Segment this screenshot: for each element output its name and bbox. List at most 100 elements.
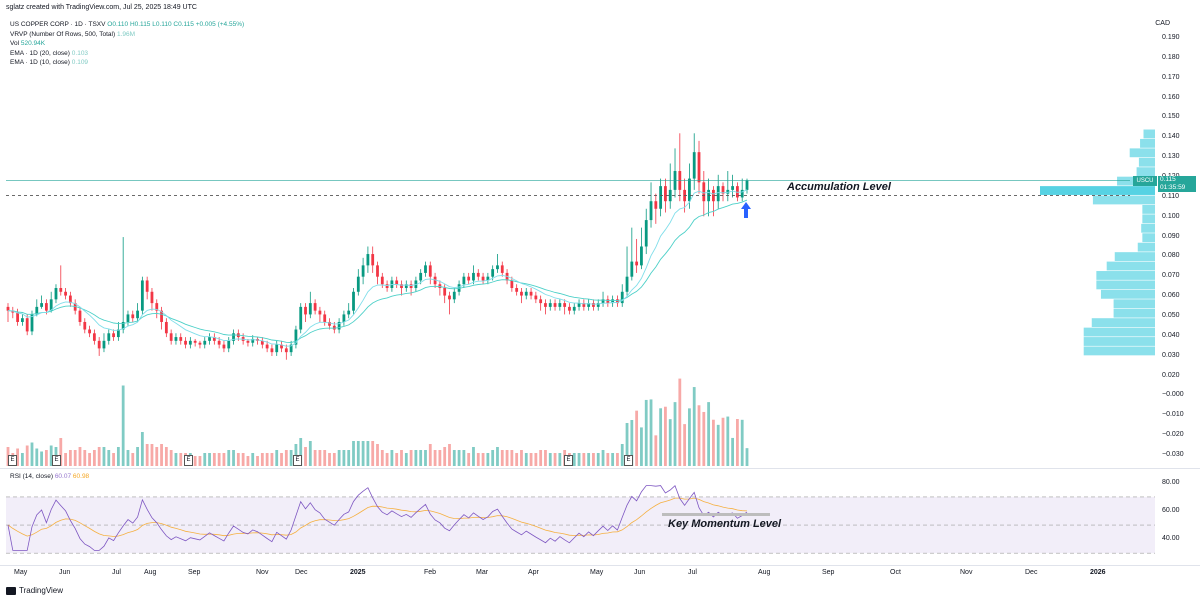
earnings-badge[interactable]: E	[293, 455, 302, 466]
rsi-legend[interactable]: RSI (14, close) 60.07 60.98	[10, 473, 89, 480]
candle-body	[150, 291, 154, 304]
candle-body	[59, 288, 63, 292]
volume-bar	[640, 427, 643, 466]
time-tick-label: Nov	[960, 569, 973, 576]
price-tick-label: 0.050	[1162, 312, 1180, 319]
candle-body	[563, 303, 567, 307]
candle-body	[385, 284, 389, 289]
candle-body	[174, 337, 178, 341]
earnings-badge[interactable]: E	[8, 455, 17, 466]
candle-body	[467, 276, 471, 281]
time-tick-label: Feb	[424, 569, 437, 576]
volume-bar	[328, 453, 331, 466]
candle-body	[534, 295, 538, 300]
candle-body	[188, 340, 192, 345]
legend-vrvp-row[interactable]: VRVP (Number Of Rows, 500, Total) 1.96M	[10, 30, 244, 40]
candle-body	[649, 201, 653, 221]
earnings-badge[interactable]: E	[624, 455, 633, 466]
volume-bar	[160, 444, 163, 466]
candle-body	[553, 303, 557, 307]
volume-bar	[64, 453, 67, 466]
candle-body	[721, 186, 725, 194]
volume-bar	[539, 450, 543, 466]
candle-body	[121, 321, 125, 330]
volume-bar	[587, 453, 591, 466]
candle-body	[328, 321, 331, 326]
candle-body	[145, 280, 149, 292]
volume-bar	[544, 450, 547, 466]
candle-body	[313, 303, 317, 311]
volume-bar	[169, 450, 173, 466]
volume-bar	[332, 453, 336, 466]
candle-body	[395, 280, 399, 285]
candle-body	[620, 291, 624, 304]
time-tick-label: 2026	[1090, 569, 1106, 576]
candle-body	[169, 333, 173, 341]
watermark-text: TradingView	[19, 586, 64, 595]
volume-bar	[217, 453, 221, 466]
legend-symbol-row[interactable]: US COPPER CORP · 1D · TSXV O0.110 H0.115…	[10, 20, 244, 30]
candle-body	[88, 329, 91, 334]
candle-body	[73, 303, 77, 311]
volume-bar	[304, 447, 307, 466]
candle-body	[736, 186, 739, 198]
price-tick-label: 0.070	[1162, 272, 1180, 280]
volume-bar	[457, 450, 461, 466]
candle-body	[35, 306, 39, 315]
volume-bar	[419, 450, 423, 466]
candle-body	[284, 348, 288, 353]
volume-bar	[558, 453, 562, 466]
time-tick-label: Sep	[188, 569, 201, 576]
volume-bar	[337, 450, 341, 466]
candle-body	[659, 186, 663, 209]
volume-bar	[611, 453, 615, 466]
candle-body	[428, 265, 432, 277]
volume-bar	[625, 423, 629, 466]
earnings-badge[interactable]: E	[184, 455, 193, 466]
earnings-badge[interactable]: E	[52, 455, 61, 466]
candle-body	[745, 180, 749, 190]
candle-body	[712, 189, 715, 202]
volume-bar	[371, 441, 375, 466]
volume-bar	[736, 419, 739, 466]
volume-bar	[462, 450, 466, 466]
legend-ema20-value: 0.103	[71, 49, 89, 57]
candle-body	[20, 318, 24, 322]
volume-bar	[289, 450, 293, 466]
ema10-line	[7, 189, 748, 347]
candle-body	[371, 254, 375, 266]
volume-bar	[409, 450, 413, 466]
volume-bar	[356, 441, 360, 466]
candle-body	[664, 186, 667, 202]
volume-bar	[275, 450, 279, 466]
volume-bar	[620, 444, 624, 466]
volume-bar	[30, 442, 34, 466]
volume-bar	[131, 453, 135, 466]
candle-body	[419, 272, 423, 281]
earnings-badge[interactable]: E	[564, 455, 573, 466]
candle-body	[318, 310, 322, 315]
tradingview-watermark[interactable]: TradingView	[6, 586, 63, 595]
candle-body	[265, 344, 269, 349]
candle-body	[44, 303, 48, 311]
volume-bar	[697, 405, 701, 466]
volume-profile-row	[1136, 167, 1155, 177]
ticker-tag: USCU	[1133, 176, 1157, 186]
legend-vol-row[interactable]: Vol 520.94K	[10, 39, 244, 49]
price-tick-label: 0.110	[1162, 192, 1179, 200]
volume-bar	[174, 453, 178, 466]
time-tick-label: Nov	[256, 569, 269, 576]
volume-bar	[193, 456, 197, 466]
price-tick-label: 0.030	[1162, 351, 1180, 359]
volume-profile-row	[1083, 346, 1155, 356]
candle-body	[289, 344, 293, 353]
time-tick-label: May	[590, 569, 604, 576]
volume-bar	[486, 453, 490, 466]
volume-bar	[121, 385, 125, 466]
legend-ema10-row[interactable]: EMA · 1D (10, close) 0.109	[10, 58, 244, 68]
volume-bar	[500, 450, 504, 466]
volume-bar	[299, 438, 303, 466]
candle-body	[515, 288, 519, 292]
legend-ema20-row[interactable]: EMA · 1D (20, close) 0.103	[10, 49, 244, 59]
